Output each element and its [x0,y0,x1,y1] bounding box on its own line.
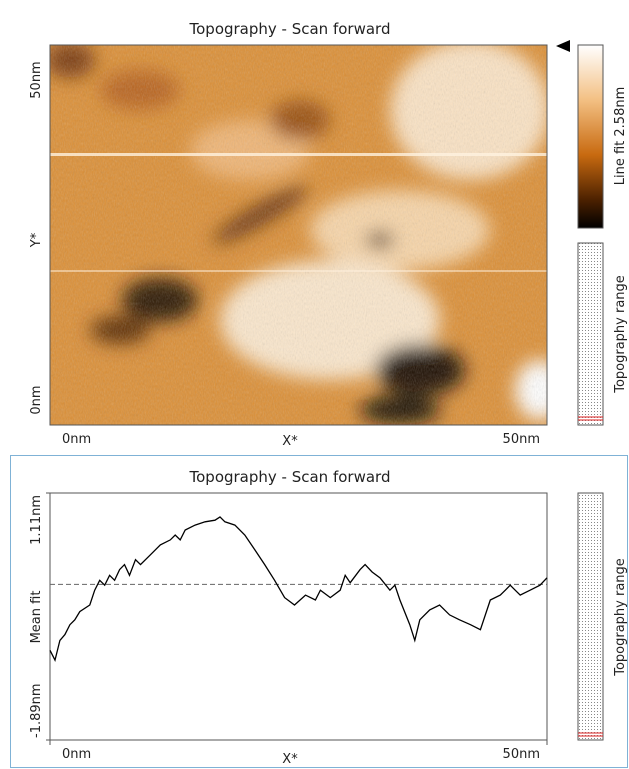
chart-title: Topography - Scan forward [189,468,391,486]
x-tick-label: 50nm [503,747,540,762]
y-tick-label: 0nm [29,385,44,414]
topography-image [50,45,547,425]
colorbar-label: Line fit 2.58nm [613,87,628,186]
marker [556,40,570,52]
y-tick-label: -1.89nm [29,683,44,738]
profile-line [49,516,548,662]
x-tick-label: 50nm [503,432,540,447]
x-tick-label: 0nm [62,432,91,447]
panel-border [10,455,628,768]
x-tick-label: 0nm [62,747,91,762]
y-tick-label: 50nm [29,61,44,98]
image-frame [49,44,548,426]
colorbar [577,44,604,229]
range-bar [577,242,604,426]
y-tick-label: 1.11nm [29,495,44,545]
plot-frame [49,492,548,741]
image-title: Topography - Scan forward [189,20,391,38]
x-axis-label: X* [282,752,298,767]
y-axis-label: Y* [29,232,44,248]
range-bar [577,492,604,741]
y-axis-label: Mean fit [29,591,44,644]
range-label: Topography range [613,275,628,394]
x-axis-label: X* [282,434,298,449]
range-label: Topography range [613,558,628,677]
